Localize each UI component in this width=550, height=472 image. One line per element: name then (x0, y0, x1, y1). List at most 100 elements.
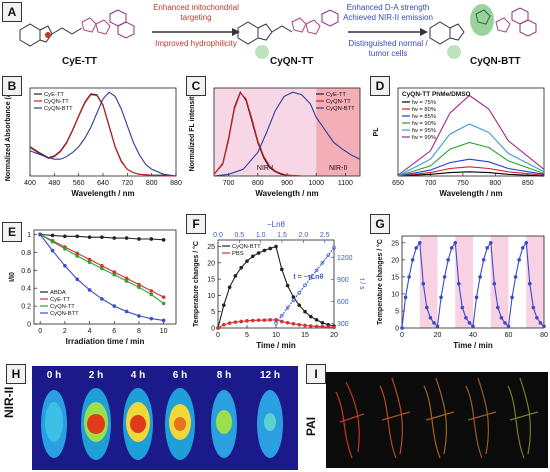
data-point (268, 246, 272, 251)
data-point (407, 275, 411, 279)
data-point (320, 320, 325, 325)
panel-letter-g: G (370, 214, 390, 234)
data-point (256, 318, 261, 322)
x-tick-label: 20 (330, 332, 338, 339)
molecule-cye-tt: CyE-TT (19, 9, 135, 67)
legend-label: fw = 85% (412, 114, 436, 120)
data-point (124, 279, 129, 283)
data-point (50, 233, 55, 238)
data-point (285, 320, 290, 325)
data-point (262, 318, 267, 322)
data-point (239, 319, 244, 324)
data-point (446, 258, 450, 262)
data-point (297, 291, 301, 295)
nir-ii-svg: 0 h 2 h 4 h 6 h 8 h 12 h (41, 370, 283, 460)
data-point (233, 320, 238, 324)
legend-label: CyE-TT (326, 92, 346, 98)
data-point (432, 321, 436, 325)
y-tick-label: 5 (395, 308, 399, 315)
legend-label: ABDA (50, 290, 66, 296)
data-point (320, 324, 325, 329)
x-tick-label: 700 (425, 180, 437, 187)
chart-title: CyQN-TT PhMe/DMSO (402, 91, 471, 98)
y-tick-label: 25 (207, 244, 215, 251)
data-point (50, 239, 55, 244)
legend-label: fw = 90% (412, 121, 436, 127)
chart-e: 0 2 4 6 8 10 0 0.2 0.4 0.6 0.8 1 Irradiation time / … (9, 229, 177, 346)
data-point (481, 258, 486, 262)
panel-letter-e: E (2, 222, 22, 242)
series-line (397, 141, 545, 177)
timepoint-label: 8 h (217, 370, 231, 381)
data-point (303, 309, 307, 314)
data-point (149, 237, 154, 241)
right-y-tick-label: 600 (337, 299, 349, 306)
data-point (506, 324, 511, 329)
data-point (513, 275, 518, 279)
data-point (414, 246, 419, 250)
y-tick-label: 5 (211, 309, 215, 316)
data-point (510, 295, 514, 300)
data-point (239, 265, 244, 270)
timepoint-label: 2 h (89, 370, 103, 381)
data-point (314, 324, 319, 329)
step2-top-line1: Enhanced D-A strength (347, 3, 430, 12)
data-point (332, 325, 336, 330)
data-point (137, 237, 141, 241)
y-tick-label: 0.2 (21, 304, 31, 311)
chart-f: 0 5 10 15 20 0 5 10 15 20 25 Time / min Temperature … (192, 220, 365, 350)
panel-letter-a: A (2, 2, 22, 22)
x-tick-label: 850 (522, 180, 534, 187)
y-axis-label: Temperature changes / °C (192, 241, 200, 327)
x-tick-label: 0 (38, 328, 42, 335)
series-line (397, 171, 545, 177)
chart-d: 650 700 750 800 850 Wavelength / nm PL CyQN-TT … (373, 87, 545, 198)
x-tick-label: 80 (540, 332, 548, 339)
data-point (38, 232, 42, 237)
data-point (326, 253, 330, 258)
data-point (87, 235, 92, 239)
data-point (285, 283, 290, 288)
panel-f: F 0 5 10 15 20 0 5 10 15 20 25 Time / min Temperatur… (184, 212, 366, 354)
top-x-tick-label: 1.0 (256, 232, 266, 239)
series-line (397, 123, 545, 177)
data-point (520, 246, 525, 250)
series-line (213, 91, 361, 177)
series-line (213, 91, 302, 177)
plot-frame (33, 229, 177, 325)
panel-h: H NIR-II 0 h 2 h 4 h 6 h 8 h 12 h (0, 362, 300, 472)
x-tick-label: 0 (216, 332, 220, 339)
y-tick-label: 10 (391, 291, 399, 298)
data-point (410, 258, 415, 262)
data-point (417, 241, 422, 245)
data-point (149, 292, 154, 297)
pai-svg (335, 377, 539, 459)
data-point (227, 285, 232, 290)
data-point (274, 244, 278, 249)
data-point (485, 246, 489, 250)
x-tick-label: 0 (400, 332, 404, 339)
y-tick-label: 1 (27, 232, 31, 239)
data-point (161, 238, 166, 242)
region-label: NIR-I (257, 165, 273, 172)
data-point (100, 297, 104, 301)
step2-bottom-line2: tumor cells (369, 49, 408, 58)
mouse-silhouette (81, 388, 111, 460)
panel-i: I PAI (302, 362, 550, 472)
x-tick-label: 10 (272, 332, 280, 339)
y-axis-label: PL (373, 127, 380, 137)
x-tick-label: 15 (301, 332, 309, 339)
timepoint-label: 0 h (47, 370, 61, 381)
y-tick-label: 0.8 (21, 250, 31, 257)
timepoint-label: 12 h (260, 370, 280, 381)
x-tick-label: 2 (63, 328, 67, 335)
panel-letter-c: C (186, 76, 206, 96)
data-point (112, 272, 117, 277)
right-y-tick-label: 300 (337, 321, 349, 328)
data-point (75, 277, 80, 282)
chart-b: 400 480 560 640 720 800 880 Wavelength / nm Norm… (5, 83, 182, 198)
data-point (149, 289, 154, 293)
x-tick-label: 6 (112, 328, 116, 335)
data-point (503, 321, 507, 325)
data-point (297, 322, 301, 327)
